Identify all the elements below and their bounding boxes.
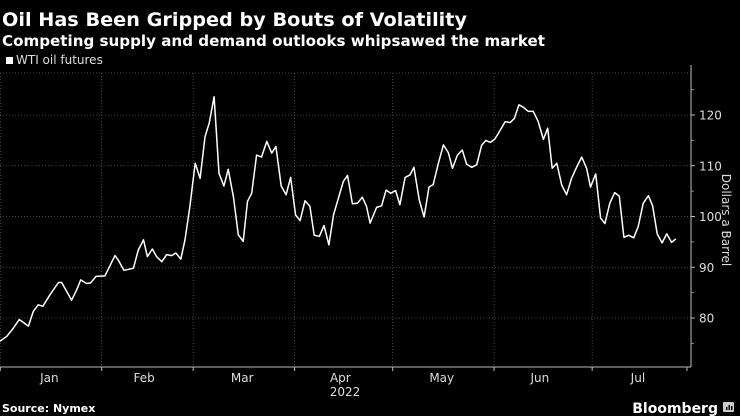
x-tick-label: Jul (630, 371, 645, 385)
y-tick-label: 100 (699, 210, 722, 224)
y-tick-label: 80 (699, 312, 714, 326)
y-axis-title: Dollars a Barrel (719, 174, 733, 266)
chart-subtitle: Competing supply and demand outlooks whi… (2, 32, 545, 50)
x-tick-label: Mar (231, 371, 254, 385)
axes: 80 90 100 110 120 Jan Feb Mar Apr May Jun Jul (0, 65, 722, 385)
x-axis-title: 2022 (330, 385, 361, 399)
x-tick-label: Jun (529, 371, 549, 385)
legend-label: WTI oil futures (16, 53, 103, 67)
source-note: Source: Nymex (2, 402, 95, 415)
y-tick-label: 120 (699, 109, 722, 123)
series-line-wti (0, 95, 677, 342)
x-tick-label: Jan (39, 371, 59, 385)
legend: WTI oil futures (6, 53, 103, 67)
bloomberg-logo-icon (723, 402, 734, 412)
y-tick-label: 110 (699, 159, 722, 173)
legend-swatch (6, 57, 13, 64)
x-tick-label: May (429, 371, 454, 385)
grid (0, 72, 691, 367)
x-tick-label: Apr (330, 371, 351, 385)
y-tick-label: 90 (699, 261, 714, 275)
bloomberg-brand: Bloomberg (632, 401, 718, 416)
x-tick-label: Feb (134, 371, 155, 385)
chart-title: Oil Has Been Gripped by Bouts of Volatil… (2, 9, 468, 31)
